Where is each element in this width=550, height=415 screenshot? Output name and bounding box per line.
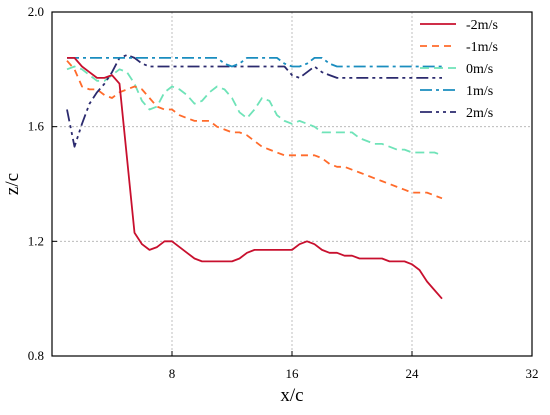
y-tick-label: 1.2: [28, 233, 44, 248]
series-line-3: [66, 65, 443, 157]
y-tick-labels: 0.8 1.2 1.6 2.0: [28, 4, 45, 363]
x-tick-label: 16: [286, 366, 300, 381]
y-tick-label: 2.0: [28, 4, 44, 19]
x-tick-labels: 8 16 24 32: [169, 366, 539, 381]
series-line-4: [67, 57, 442, 68]
series-lines: [66, 54, 443, 300]
legend-label: -2m/s: [466, 18, 498, 33]
x-tick-label: 32: [526, 366, 539, 381]
series-line-5: [66, 54, 442, 148]
y-tick-label: 1.6: [28, 119, 45, 134]
x-axis-label: x/c: [280, 385, 303, 406]
y-axis-label: z/c: [2, 173, 23, 195]
legend-label: 1m/s: [466, 84, 493, 99]
x-tick-label: 24: [406, 366, 420, 381]
y-tick-label: 0.8: [28, 348, 44, 363]
series-line-1: [67, 57, 443, 300]
grid-lines: [52, 12, 532, 356]
legend-label: 0m/s: [466, 62, 493, 77]
series-line-2: [66, 60, 443, 200]
axis-ticks: [52, 11, 533, 357]
legend-label: -1m/s: [466, 40, 498, 55]
x-tick-label: 8: [169, 366, 176, 381]
legend-label: 2m/s: [466, 106, 493, 121]
legend: -2m/s -1m/s 0m/s 1m/s 2m/s: [420, 18, 498, 121]
